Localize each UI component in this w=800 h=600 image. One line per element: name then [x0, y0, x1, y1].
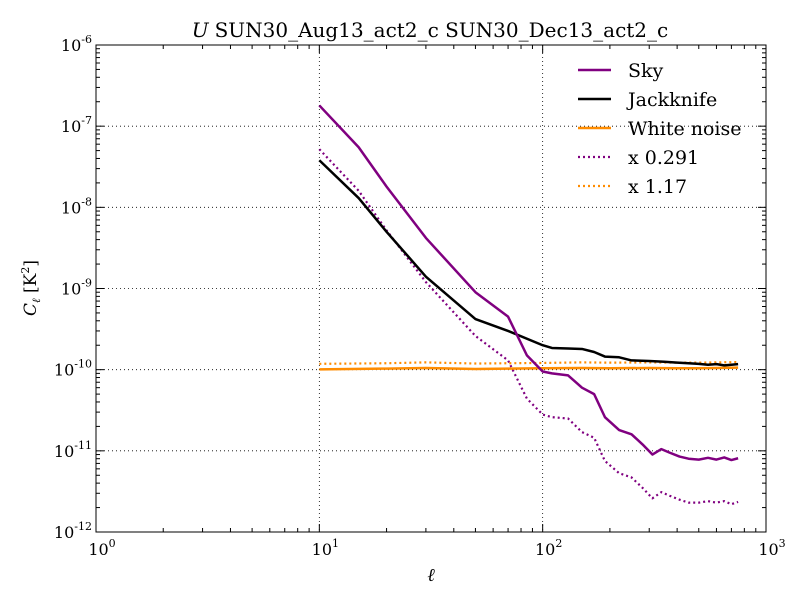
series-line-white-noise	[319, 366, 739, 371]
series-layer	[318, 104, 739, 506]
legend-label: x 1.17	[628, 176, 687, 198]
y-axis-label: Cℓ [K2]	[19, 260, 43, 316]
tick-labels: 100 101 102 103 10-12 10-11 10-10 10-9 10-8 10-7 1…	[54, 33, 786, 559]
legend: Sky Jackknife White noise x 0.291 x 1.17	[578, 60, 742, 198]
series-line-x-0-291	[318, 148, 739, 506]
legend-label: Sky	[628, 60, 664, 82]
legend-label: x 0.291	[628, 147, 699, 169]
legend-label: White noise	[628, 118, 742, 140]
x-tick-label: 101	[312, 537, 339, 559]
y-tick-label: 10-11	[54, 439, 92, 461]
y-tick-label: 10-10	[54, 358, 92, 380]
x-tick-label: 100	[88, 537, 115, 559]
series-line-sky	[318, 104, 739, 462]
x-axis-label: ℓ	[427, 565, 435, 586]
x-tick-label: 103	[758, 537, 785, 559]
y-tick-label: 10-6	[61, 33, 92, 55]
x-tick-label: 102	[535, 537, 562, 559]
y-tick-label: 10-12	[54, 520, 92, 542]
chart-title-prefix: U	[192, 18, 210, 42]
legend-label: Jackknife	[626, 89, 717, 111]
series-line-jackknife	[318, 159, 739, 367]
chart-title-rest: SUN30_Aug13_act2_c SUN30_Dec13_act2_c	[215, 18, 669, 42]
chart-title: U SUN30_Aug13_act2_c SUN30_Dec13_act2_c	[192, 18, 669, 42]
axes	[95, 44, 767, 533]
y-tick-label: 10-9	[61, 277, 92, 299]
y-tick-label: 10-7	[61, 114, 92, 136]
y-tick-label: 10-8	[61, 195, 92, 217]
series-line-x-1-17	[319, 360, 739, 365]
